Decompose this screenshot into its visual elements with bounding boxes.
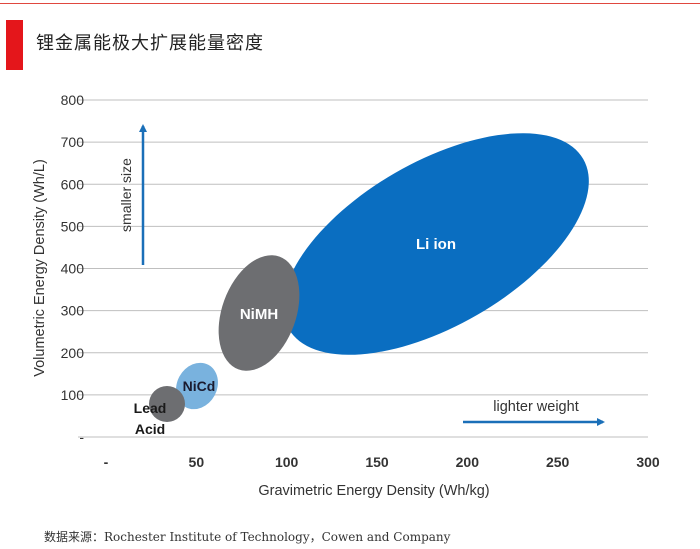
x-tick-label: 100 xyxy=(275,454,299,470)
region-lead-acid xyxy=(149,386,185,422)
y-tick-label: 300 xyxy=(61,303,85,319)
y-tick-label: - xyxy=(79,429,84,445)
smaller-size-label: smaller size xyxy=(118,158,134,232)
region-nimh xyxy=(218,255,300,371)
y-axis-label: Volumetric Energy Density (Wh/L) xyxy=(32,159,48,377)
x-tick-label: 150 xyxy=(365,454,389,470)
y-tick-label: 700 xyxy=(61,134,85,150)
annotations: smaller size lighter weight xyxy=(118,124,605,426)
lighter-weight-label: lighter weight xyxy=(493,399,578,415)
region-nicd xyxy=(176,362,218,410)
y-tick-label: 200 xyxy=(61,345,85,361)
x-axis-label: Gravimetric Energy Density (Wh/kg) xyxy=(258,483,489,499)
axis-ticks: - 100 200 300 400 500 600 700 800 - 50 100 150 200 250… xyxy=(61,92,660,470)
top-rule xyxy=(0,3,700,4)
chemistry-regions: Li ion NiMH NiCd Lead Acid xyxy=(134,133,589,437)
page-title: 锂金属能极大扩展能量密度 xyxy=(36,33,264,54)
region-label-li-ion: Li ion xyxy=(416,236,456,253)
x-tick-label: 200 xyxy=(456,454,480,470)
y-tick-label: 600 xyxy=(61,176,85,192)
x-tick-label: 250 xyxy=(546,454,570,470)
y-tick-label: 800 xyxy=(61,92,85,108)
x-tick-label: 300 xyxy=(636,454,660,470)
y-tick-label: 500 xyxy=(61,218,85,234)
region-label-nicd: NiCd xyxy=(183,378,216,394)
region-label-nimh: NiMH xyxy=(240,306,278,323)
y-tick-label: 100 xyxy=(61,387,85,403)
x-tick-label: 50 xyxy=(189,454,205,470)
x-tick-label: - xyxy=(104,454,109,470)
energy-density-chart: Li ion NiMH NiCd Lead Acid smaller size light… xyxy=(32,92,660,499)
region-label-lead-acid: Lead xyxy=(134,400,167,416)
source-note: 数据来源：Rochester Institute of Technology，C… xyxy=(44,530,451,544)
title-accent-bar xyxy=(6,20,23,70)
y-tick-label: 400 xyxy=(61,261,85,277)
region-li-ion xyxy=(283,133,589,355)
region-label-lead-acid: Acid xyxy=(135,421,165,437)
